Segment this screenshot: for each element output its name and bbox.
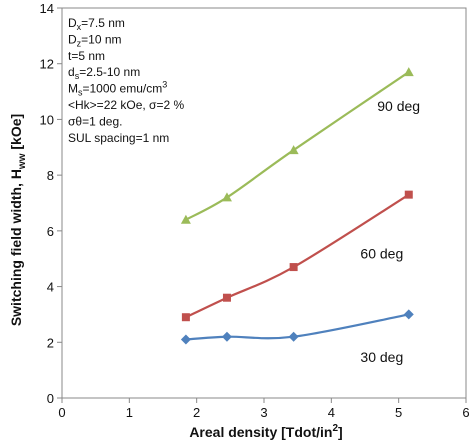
parameter-line: SUL spacing=1 nm xyxy=(68,131,169,145)
series-line-60-deg xyxy=(185,193,410,319)
parameter-line: Ms=1000 emu/cm3 xyxy=(68,80,167,98)
data-point-30-deg xyxy=(288,331,299,342)
x-tick-label: 5 xyxy=(395,405,402,420)
data-point-30-deg xyxy=(221,331,232,342)
data-point-60-deg xyxy=(404,190,413,199)
y-tick-label: 10 xyxy=(40,112,54,127)
x-tick-label: 1 xyxy=(126,405,133,420)
data-point-60-deg xyxy=(222,293,231,302)
data-point-90-deg xyxy=(180,214,191,224)
data-point-60-deg xyxy=(181,313,190,322)
x-tick-label: 6 xyxy=(462,405,469,420)
data-point-30-deg xyxy=(403,309,414,320)
data-point-90-deg xyxy=(221,192,232,202)
series-line-90-deg xyxy=(185,71,410,221)
data-point-90-deg xyxy=(288,145,299,155)
data-point-60-deg xyxy=(289,263,298,272)
y-tick-label: 0 xyxy=(47,391,54,406)
data-point-90-deg xyxy=(403,67,414,77)
x-tick-label: 4 xyxy=(328,405,335,420)
parameter-line: t=5 nm xyxy=(68,49,105,63)
y-tick-label: 8 xyxy=(47,168,54,183)
parameter-line: ds=2.5-10 nm xyxy=(68,65,140,81)
y-tick-label: 4 xyxy=(47,280,54,295)
x-tick-label: 2 xyxy=(193,405,200,420)
x-tick-label: 3 xyxy=(260,405,267,420)
x-tick-label: 0 xyxy=(58,405,65,420)
x-axis-title: Areal density [Tdot/in2] xyxy=(189,423,342,440)
series-label-30-deg: 30 deg xyxy=(360,349,403,365)
series-label-90-deg: 90 deg xyxy=(377,98,420,114)
y-axis-title: Switching field width, Hww [kOe] xyxy=(8,114,28,326)
y-tick-label: 12 xyxy=(40,57,54,72)
y-tick-label: 2 xyxy=(47,335,54,350)
data-point-30-deg xyxy=(180,334,191,345)
parameter-line: σθ=1 deg. xyxy=(68,114,122,128)
series-line-30-deg xyxy=(185,313,409,341)
parameter-line: <Hk>=22 kOe, σ=2 % xyxy=(68,98,184,112)
parameter-line: Dz=10 nm xyxy=(68,32,122,48)
parameter-line: Dx=7.5 nm xyxy=(68,16,125,32)
y-tick-label: 6 xyxy=(47,224,54,239)
series-label-60-deg: 60 deg xyxy=(360,246,403,262)
y-tick-label: 14 xyxy=(40,1,54,16)
